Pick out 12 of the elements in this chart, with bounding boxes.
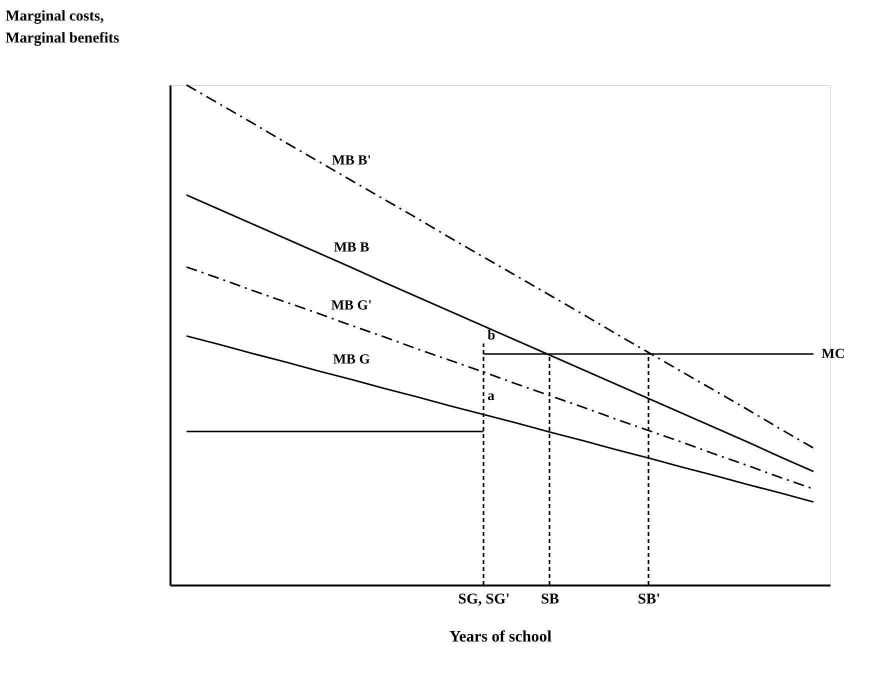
series-label: MB G bbox=[333, 352, 370, 368]
series-label: MB B' bbox=[332, 154, 372, 168]
series-label: MC bbox=[822, 347, 845, 362]
series-label: MB B bbox=[334, 240, 370, 256]
series-label: MB G' bbox=[331, 298, 372, 314]
annotation: a bbox=[488, 389, 494, 404]
x-axis-title: Years of school bbox=[449, 628, 552, 646]
x-tick-label: SG, SG' bbox=[458, 592, 510, 608]
annotation: b bbox=[488, 328, 496, 344]
y-axis-title: Marginal costs, Marginal benefits bbox=[6, 8, 120, 46]
x-tick-label: SB' bbox=[638, 592, 660, 608]
x-tick-label: SB bbox=[540, 592, 560, 608]
